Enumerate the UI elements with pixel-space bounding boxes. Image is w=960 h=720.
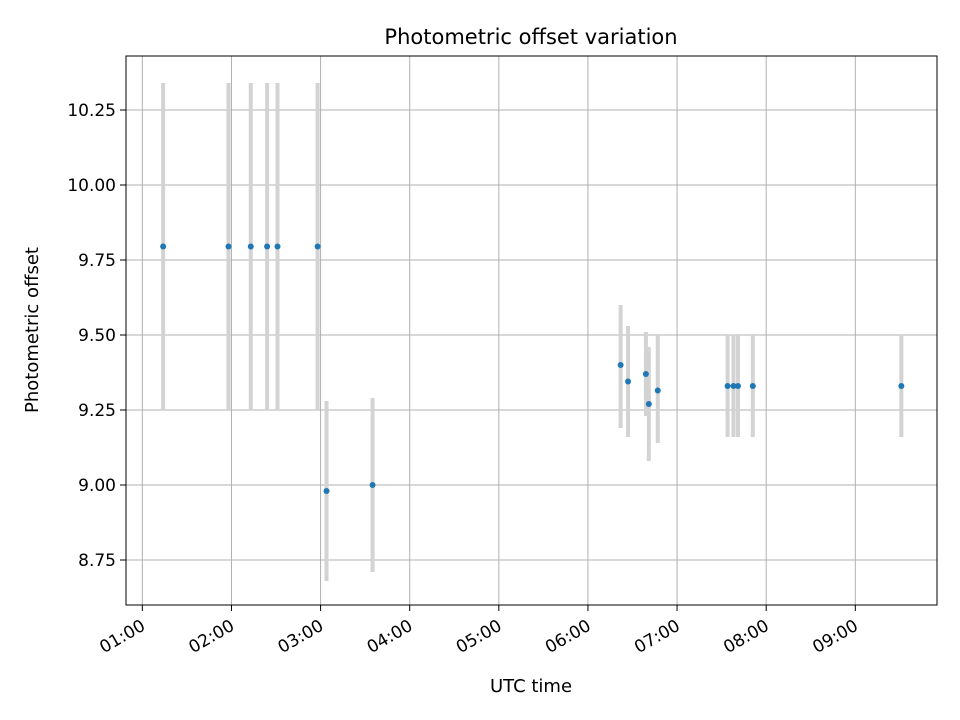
data-points: [160, 243, 905, 494]
data-point: [734, 383, 741, 389]
y-tick-label: 10.00: [67, 176, 116, 196]
y-tick-label: 9.50: [78, 326, 116, 346]
data-point: [274, 243, 281, 250]
data-point: [617, 362, 624, 368]
data-point: [730, 383, 737, 389]
y-tick-label: 9.75: [78, 251, 116, 271]
data-point: [225, 243, 232, 250]
y-tick-label: 9.25: [78, 401, 116, 421]
data-point: [314, 243, 321, 250]
data-point: [654, 387, 661, 394]
data-point: [724, 383, 731, 389]
data-point: [642, 371, 649, 377]
y-tick-label: 8.75: [78, 551, 116, 571]
data-point: [160, 243, 167, 250]
data-point: [625, 378, 632, 385]
y-tick-label: 10.25: [67, 101, 116, 121]
plot-frame: [125, 55, 938, 606]
y-axis-ticks: 8.75 9.00 9.25 9.50 9.75 10.00 10.25: [67, 101, 126, 571]
data-point: [323, 488, 330, 494]
data-point: [645, 401, 652, 407]
data-point: [749, 383, 756, 389]
chart-title: Photometric offset variation: [384, 25, 677, 49]
grid: [126, 56, 937, 605]
data-point: [898, 383, 905, 389]
y-axis-label: Photometric offset: [22, 247, 43, 413]
data-point: [369, 482, 376, 488]
x-axis-label: UTC time: [490, 676, 572, 697]
y-tick-label: 9.00: [78, 476, 116, 496]
data-point: [247, 243, 254, 250]
data-point: [264, 243, 271, 250]
